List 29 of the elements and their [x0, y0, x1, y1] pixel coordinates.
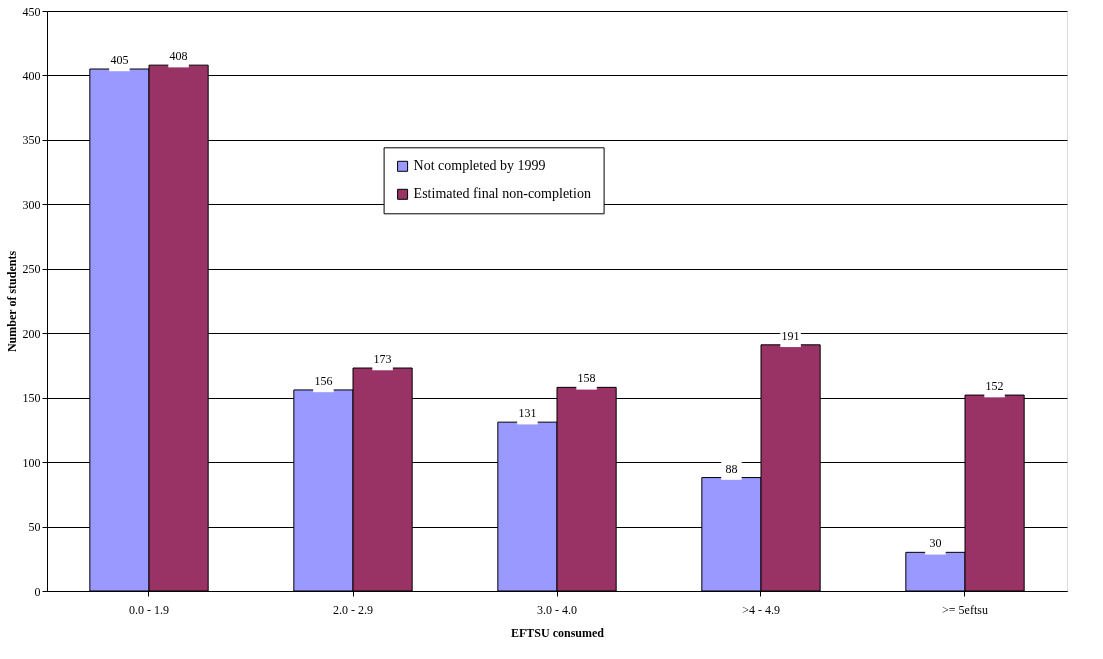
data-label: 88 — [725, 461, 738, 476]
y-tick-label: 200 — [22, 326, 41, 341]
x-axis-title: EFTSU consumed — [510, 625, 605, 640]
x-tick-label: 3.0 - 4.0 — [537, 602, 577, 617]
data-label: 173 — [373, 352, 392, 367]
x-tick-label: >= 5eftsu — [942, 602, 988, 617]
x-tick-label: 2.0 - 2.9 — [333, 602, 373, 617]
data-label: 405 — [110, 53, 129, 67]
data-label: 131 — [518, 406, 537, 421]
data-label: 152 — [985, 379, 1004, 394]
x-tick-label: >4 - 4.9 — [742, 602, 780, 617]
data-label: 30 — [929, 536, 942, 551]
y-tick-label: 400 — [22, 68, 41, 83]
y-tick-label: 50 — [28, 520, 41, 535]
legend-label: Not completed by 1999 — [413, 158, 546, 174]
y-tick-label: 100 — [22, 455, 41, 470]
y-tick-label: 350 — [22, 133, 41, 148]
y-tick-label: 150 — [22, 391, 41, 406]
data-label: 156 — [314, 373, 333, 388]
y-tick-label: 250 — [22, 262, 41, 277]
data-label: 191 — [781, 328, 800, 343]
legend-label: Estimated final non-completion — [413, 186, 591, 202]
data-label: 408 — [169, 49, 188, 64]
y-tick-label: 0 — [34, 584, 41, 599]
y-axis-title: Number of students — [4, 250, 19, 353]
y-tick-label: 450 — [22, 4, 41, 19]
x-tick-label: 0.0 - 1.9 — [129, 602, 169, 617]
y-tick-label: 300 — [22, 197, 41, 212]
data-label: 158 — [577, 371, 596, 386]
